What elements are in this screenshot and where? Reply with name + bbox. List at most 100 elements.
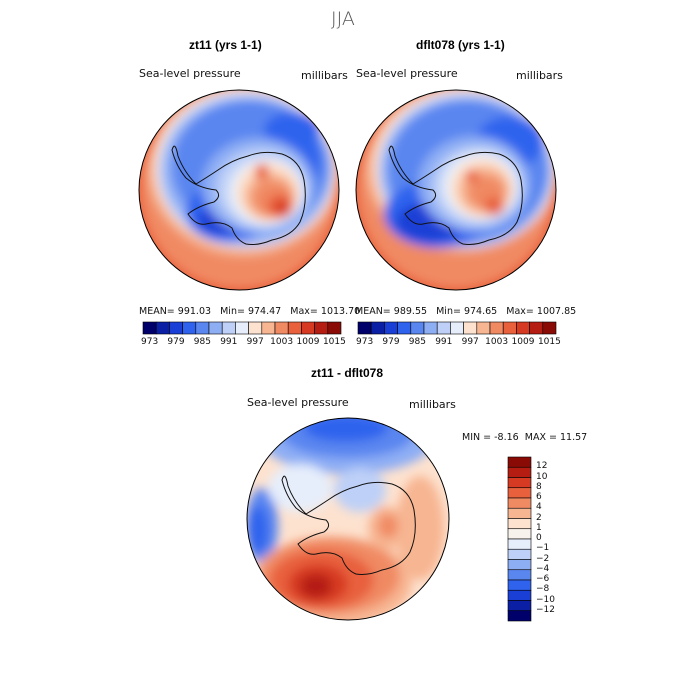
diff-colorbar-swatch [507,600,532,612]
diff-colorbar-swatch [507,559,532,571]
left-polar-map [138,89,340,291]
diff-colorbar-tick: 0 [536,533,542,543]
left-antarctica-outline [171,145,306,245]
diff-colorbar-tick: 10 [536,471,548,482]
left-colorbar-tick: 1009 [296,337,320,347]
left-max-value: 1013.70 [320,306,361,317]
diff-colorbar-tick: −4 [536,563,550,574]
right-polar-map [355,89,557,291]
left-panel-title: zt11 (yrs 1-1) [189,38,262,52]
diff-map-border [246,417,450,621]
diff-panel-title: zt11 - dflt078 [311,366,384,380]
right-panel-title: dflt078 (yrs 1-1) [416,38,505,52]
diff-colorbar-tick: 2 [536,512,542,523]
diff-colorbar-swatch [507,487,532,499]
diff-antarctica-outline [281,475,416,575]
left-colorbar-tick: 973 [141,337,159,347]
diff-colorbar-tick: 1 [536,522,542,533]
right-antarctica-outline [388,145,523,245]
right-colorbar-tick: 991 [435,337,453,347]
left-variable-label: Sea-level pressure [139,67,241,80]
left-colorbar-swatch [314,321,329,335]
right-mean-value: 989.55 [393,306,428,317]
right-colorbar-tick: 1003 [485,337,509,347]
right-colorbar-swatch [423,321,438,335]
left-colorbar-tick: 985 [193,337,211,347]
left-max-label: Max= [290,306,318,317]
right-colorbar-swatch [384,321,398,335]
left-colorbar-swatch [235,321,249,335]
diff-colorbar-tick: −2 [536,553,550,564]
diff-min-value: -8.16 [494,432,519,443]
left-colorbar-swatch [287,321,302,335]
right-colorbar-swatch [450,321,464,335]
diff-colorbar-tick: −12 [536,604,555,615]
right-colorbar-tick: 997 [461,337,479,347]
right-colorbar-swatch [476,321,491,335]
diff-colorbar-swatch [507,589,532,601]
right-colorbar-swatch [516,321,530,335]
right-units-label: millibars [516,69,563,82]
right-colorbar-swatch [370,321,385,335]
left-colorbar-swatch [142,321,157,335]
diff-colorbar-swatch [507,579,532,591]
season-title: JJA [331,8,355,30]
diff-colorbar-swatch [507,477,532,489]
left-colorbar-swatch [169,321,183,335]
diff-variable-label: Sea-level pressure [247,396,349,409]
left-colorbar-tick: 1015 [322,337,346,347]
left-colorbar-swatch [155,321,170,335]
right-colorbar-tick: 985 [408,337,426,347]
right-colorbar-swatch [463,321,478,335]
left-min-value: 974.47 [247,306,282,317]
diff-units-label: millibars [409,398,456,411]
right-stats: MEAN= 989.55 Min= 974.65 Max= 1007.85 [355,306,576,317]
diff-max-value: 11.57 [559,432,588,443]
right-min-value: 974.65 [463,306,498,317]
right-colorbar-swatch [357,321,372,335]
diff-colorbar-tick: −8 [536,584,550,595]
right-max-label: Max= [506,306,534,317]
diff-colorbar-swatch [507,518,532,530]
diff-colorbar-swatch [507,538,532,550]
diff-colorbar-swatch [507,569,532,581]
left-min-label: Min= [220,306,245,317]
right-map-border [355,89,557,291]
right-colorbar-tick: 1015 [537,337,561,347]
right-colorbar-tick: 973 [356,337,374,347]
diff-stats: MIN = -8.16 MAX = 11.57 [462,432,587,443]
diff-colorbar-swatch [507,528,532,540]
diff-colorbar-tick: 12 [536,461,548,472]
left-colorbar-swatch [248,321,263,335]
left-units-label: millibars [301,69,348,82]
right-colorbar-swatch [529,321,544,335]
left-colorbar-swatch [261,321,276,335]
right-colorbar-swatch [410,321,425,335]
left-colorbar-swatch [221,321,236,335]
left-mean-label: MEAN= [139,306,175,317]
right-colorbar [357,321,557,335]
diff-colorbar-swatch [507,610,532,622]
right-colorbar-swatch [489,321,504,335]
left-map-border [138,89,340,291]
diff-colorbar-tick: −6 [536,574,550,584]
left-stats: MEAN= 991.03 Min= 974.47 Max= 1013.70 [139,306,360,317]
left-colorbar-swatch [208,321,223,335]
right-colorbar-swatch [436,321,451,335]
diff-colorbar-swatch [507,456,532,468]
left-colorbar [142,321,342,335]
right-colorbar-tick: 979 [382,337,400,347]
left-colorbar-swatch [274,321,289,335]
right-min-label: Min= [436,306,461,317]
right-colorbar-tick: 1009 [511,337,535,347]
left-colorbar-swatch [195,321,210,335]
left-colorbar-swatch [301,321,315,335]
left-colorbar-swatch [182,321,197,335]
diff-polar-map [246,417,450,621]
diff-colorbar-tick: 8 [536,481,542,492]
left-colorbar-tick: 1003 [270,337,294,347]
left-colorbar-tick: 991 [220,337,238,347]
diff-min-label: MIN = [462,432,492,443]
diff-colorbar-swatch [507,497,532,509]
